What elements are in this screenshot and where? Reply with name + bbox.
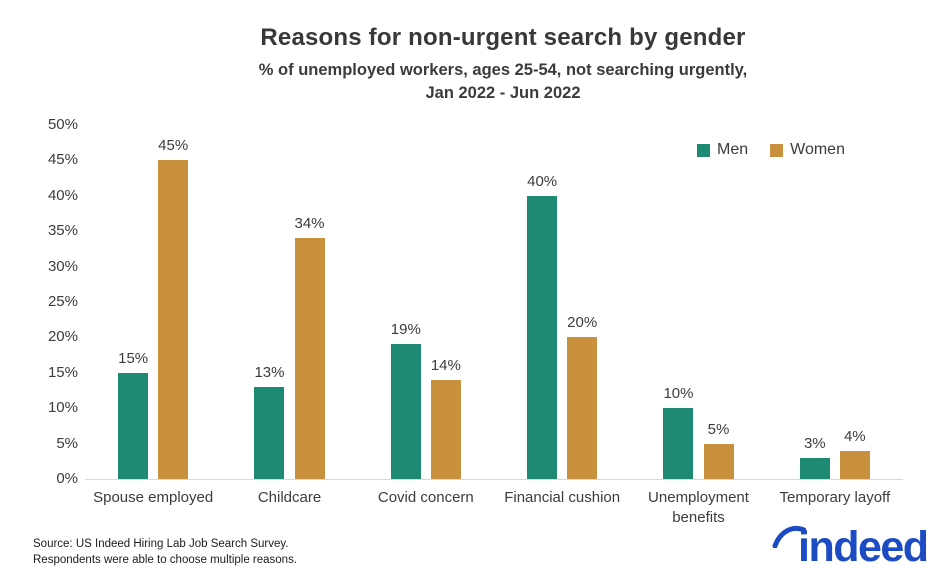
x-axis-category-label: Childcare: [257, 489, 322, 506]
bar-column: 45%: [158, 137, 188, 479]
bar-column: 10%: [663, 385, 694, 479]
chart-subtitle-line1: % of unemployed workers, ages 25-54, not…: [258, 61, 748, 79]
bar-column: 13%: [254, 364, 284, 479]
bar-value-label: 5%: [707, 420, 730, 438]
y-axis-tick-label: 50%: [47, 116, 78, 133]
bar-column: 15%: [118, 350, 148, 479]
y-axis-tick-label: 45%: [47, 151, 78, 169]
legend-swatch-icon: [697, 143, 710, 157]
source-note: Source: US Indeed Hiring Lab Job Search …: [33, 537, 297, 568]
chart-title: Reasons for non-urgent search by gender: [260, 24, 746, 51]
x-axis-category-label: Spouse employed: [93, 489, 214, 506]
bar-group: 3% 4%: [767, 125, 903, 479]
y-axis-tick-label: 35%: [47, 222, 78, 240]
bar-men-4: [663, 408, 694, 479]
bar-value-label: 10%: [663, 385, 694, 403]
bar-value-label: 4%: [843, 427, 866, 445]
x-axis-category-label: Covid concern: [377, 489, 474, 506]
y-axis-tick-label: 5%: [56, 434, 78, 452]
legend-swatch-icon: [770, 143, 784, 157]
y-axis-tick-label: 15%: [47, 363, 78, 381]
bar-men-5: [799, 457, 830, 479]
bar-value-label: 14%: [430, 356, 461, 374]
y-axis-tick-label: 25%: [47, 293, 78, 310]
x-axis-category-label: Temporary layoff: [779, 489, 891, 506]
bar-group: 15% 45%: [85, 125, 221, 479]
bar-value-label: 45%: [158, 137, 189, 155]
bar-women-4: [703, 443, 734, 479]
bar-women-3: [567, 337, 598, 479]
x-axis-line: [85, 479, 903, 480]
y-axis-tick-label: 0%: [56, 470, 78, 487]
bar-women-2: [430, 379, 461, 479]
y-axis-tick-label: 30%: [47, 257, 78, 275]
chart-subtitle: % of unemployed workers, ages 25-54, not…: [75, 59, 931, 105]
y-axis-tick-label: 20%: [47, 328, 78, 346]
indeed-logo-text: indeed: [798, 523, 929, 571]
bar-men-2: [390, 344, 421, 479]
bar-group: 40% 20%: [494, 125, 630, 479]
bar-value-label: 40%: [527, 172, 558, 190]
bar-women-1: [294, 238, 325, 479]
bar-men-0: [118, 372, 149, 479]
chart-subtitle-line2: Jan 2022 - Jun 2022: [425, 84, 581, 103]
bar-women-5: [839, 450, 870, 479]
bar-women-0: [158, 160, 189, 479]
bar-group: 19% 14%: [358, 125, 494, 479]
bar-column: 40%: [527, 173, 557, 479]
chart-header: Reasons for non-urgent search by gender …: [75, 24, 931, 105]
source-line1: Source: US Indeed Hiring Lab Job Search …: [33, 538, 289, 550]
x-axis-category-label: Financial cushion: [504, 489, 621, 506]
indeed-logo: indeed: [772, 516, 929, 578]
bar-column: 20%: [567, 314, 597, 479]
source-line2: Respondents were able to choose multiple…: [33, 553, 298, 566]
bar-value-label: 13%: [254, 363, 285, 381]
bar-value-label: 15%: [118, 349, 149, 367]
bar-men-3: [527, 195, 558, 479]
x-axis-category-label: Unemployment benefits: [648, 489, 749, 527]
bar-value-label: 19%: [390, 321, 421, 339]
bar-column: 19%: [391, 321, 421, 479]
bar-column: 3%: [799, 434, 830, 479]
legend: Men Women: [697, 141, 845, 159]
logo-swoosh-icon: [772, 525, 806, 548]
y-axis-tick-label: 10%: [47, 399, 78, 417]
bar-column: 14%: [431, 357, 461, 479]
bar-group: 10% 5%: [630, 125, 766, 479]
bar-group: 13% 34%: [221, 125, 357, 479]
bar-value-label: 34%: [294, 215, 325, 233]
legend-label: Men: [717, 141, 749, 158]
legend-item-women: Women: [770, 141, 845, 159]
bar-column: 4%: [839, 427, 870, 479]
bar-value-label: 20%: [567, 314, 598, 332]
legend-item-men: Men: [697, 141, 748, 159]
legend-label: Women: [790, 141, 845, 158]
y-axis-tick-label: 40%: [47, 186, 78, 204]
bar-value-label: 3%: [803, 434, 826, 452]
bar-column: 5%: [703, 420, 734, 479]
bar-men-1: [254, 386, 285, 479]
bar-column: 34%: [294, 215, 325, 479]
